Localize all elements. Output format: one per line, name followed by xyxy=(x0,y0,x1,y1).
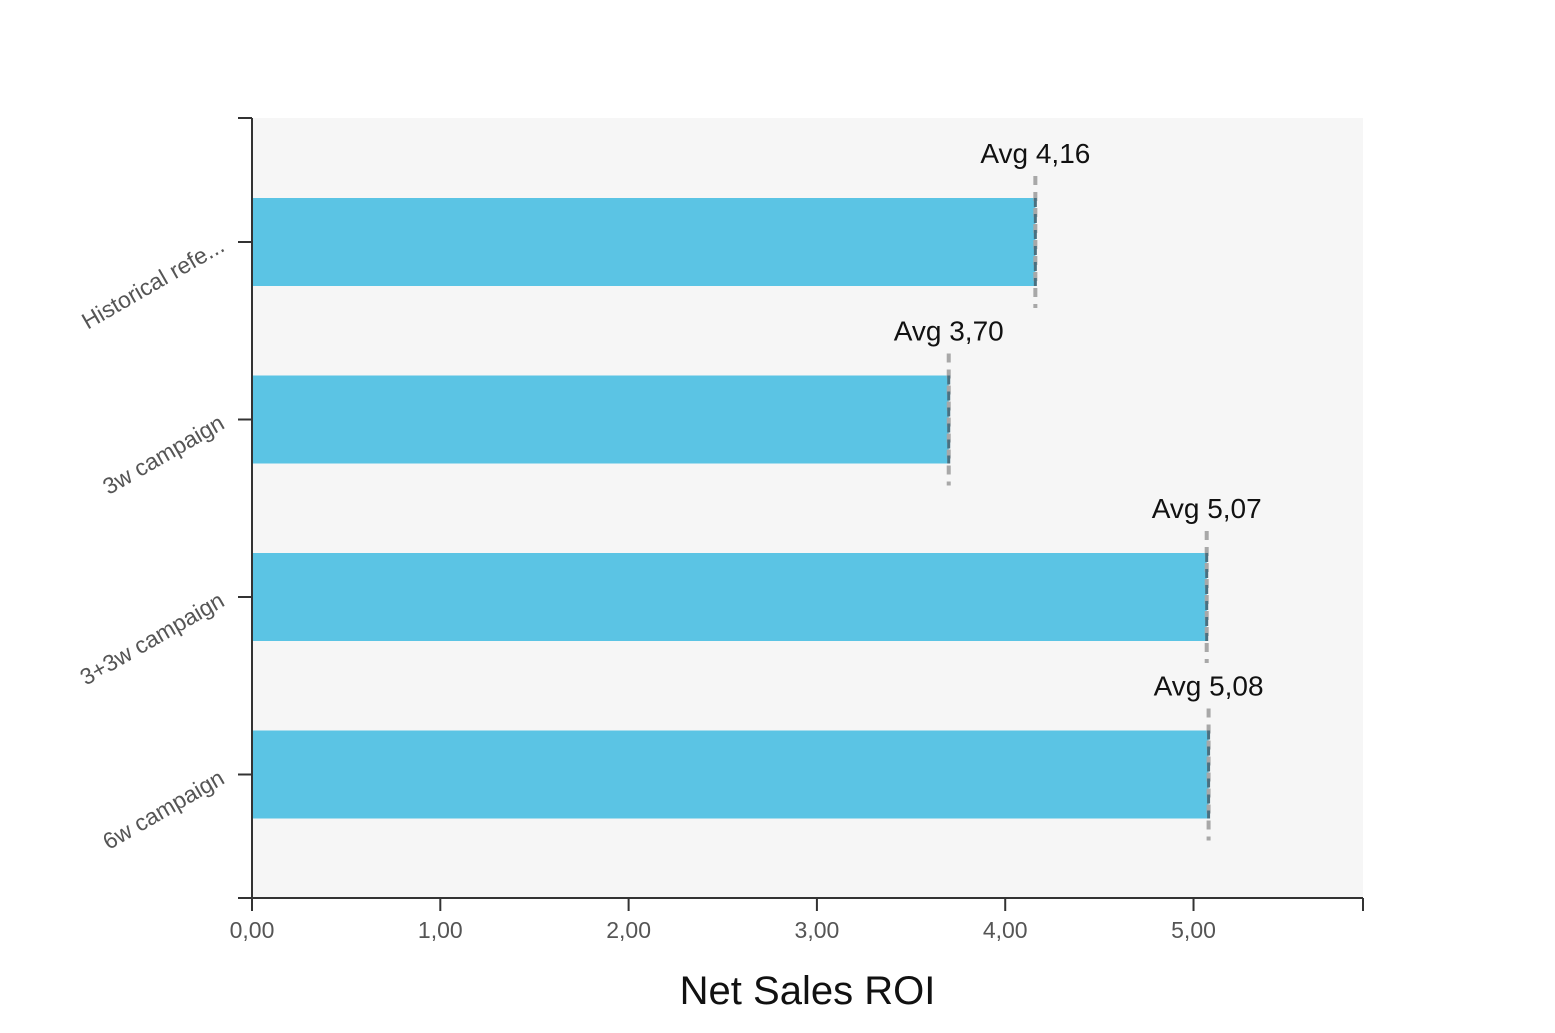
y-axis: Historical refe... 3w campaign 3+3w campai… xyxy=(75,117,253,899)
average-data-label: Avg 4,16 xyxy=(980,138,1090,169)
bar xyxy=(252,375,949,464)
average-data-label: Avg 5,07 xyxy=(1152,493,1262,524)
x-tick-label: 5,00 xyxy=(1171,917,1216,943)
bars-group xyxy=(252,198,1209,819)
x-axis: 0,00 1,00 2,00 3,00 4,00 5,00 xyxy=(230,897,1364,943)
category-label: 3+3w campaign xyxy=(75,587,228,690)
average-data-label: Avg 5,08 xyxy=(1154,671,1264,702)
x-tick-label: 4,00 xyxy=(983,917,1028,943)
bar xyxy=(252,553,1207,641)
x-tick-label: 2,00 xyxy=(606,917,651,943)
category-label: Historical refe... xyxy=(77,232,228,334)
average-data-label: Avg 3,70 xyxy=(894,316,1004,347)
category-label: 6w campaign xyxy=(98,764,228,854)
x-tick-label: 3,00 xyxy=(795,917,840,943)
x-tick-label: 1,00 xyxy=(418,917,463,943)
category-label: 3w campaign xyxy=(98,409,228,499)
x-axis-title: Net Sales ROI xyxy=(680,969,936,1013)
bar xyxy=(252,198,1036,286)
x-tick-label: 0,00 xyxy=(230,917,275,943)
bar xyxy=(252,730,1209,819)
average-markers-group: Avg 4,16 Avg 3,70 Avg 5,07 Avg 5,08 xyxy=(894,138,1264,841)
